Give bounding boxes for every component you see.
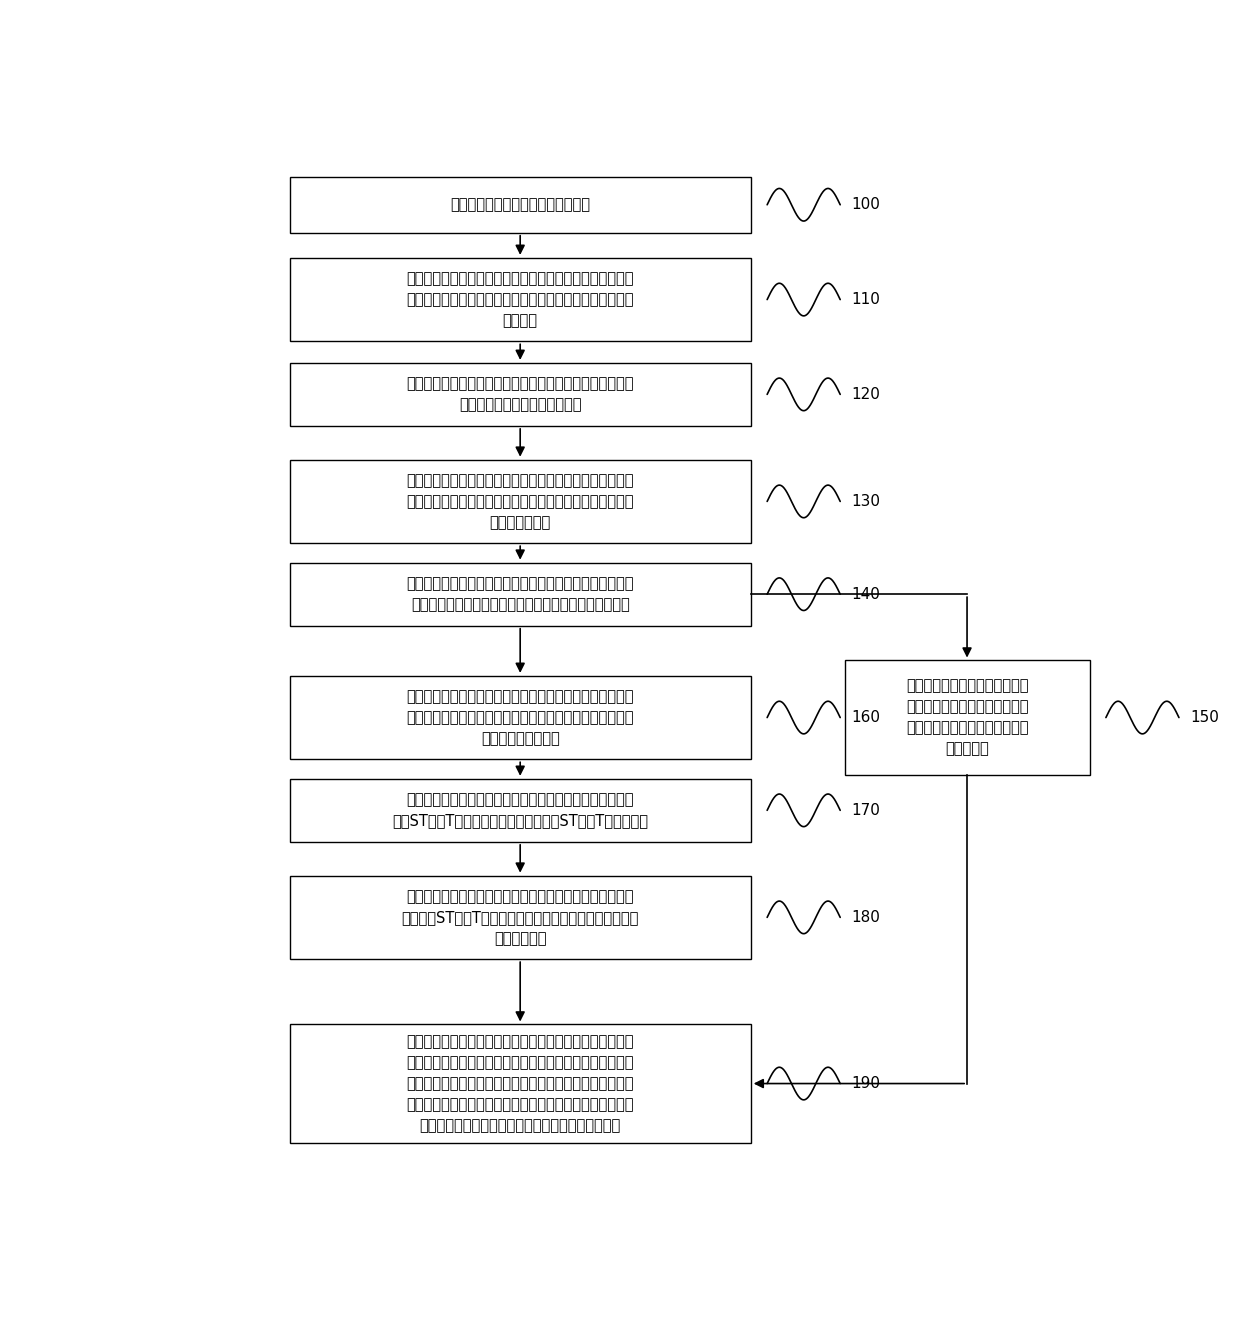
Bar xyxy=(290,1025,750,1143)
Text: 150: 150 xyxy=(1190,710,1219,726)
Text: 将一次分类信息结果中的特定心搏的心搏分析数据输入训练
好的ST段和T波改变模型进行识别，确定ST段和T波评价信息: 将一次分类信息结果中的特定心搏的心搏分析数据输入训练 好的ST段和T波改变模型进… xyxy=(392,792,649,829)
Text: 180: 180 xyxy=(852,910,880,925)
Bar xyxy=(290,176,750,233)
Text: 170: 170 xyxy=(852,802,880,818)
Text: 190: 190 xyxy=(852,1076,880,1091)
Text: 将心搏分类信息根据心电图基本规律参考数据生成心电图事
件数据；根据信号质量评价参数对心电图事件数据进行筛选
，得到相应的报告结论数据和报告表项数据；根据每种心电: 将心搏分类信息根据心电图基本规律参考数据生成心电图事 件数据；根据信号质量评价参… xyxy=(407,1034,634,1133)
Text: 对第一滤波处理后的心电图数据进行心搏检测处理，识别心
电图数据包括的多个心搏数据；: 对第一滤波处理后的心电图数据进行心搏检测处理，识别心 电图数据包括的多个心搏数据… xyxy=(407,376,634,412)
Text: 将心电图数据的数据格式经过重采样转换为预设标准数据格
式，并对转换后的预设标准数据格式的心电图数据进行第一
滤波处理: 将心电图数据的数据格式经过重采样转换为预设标准数据格 式，并对转换后的预设标准数… xyxy=(407,271,634,328)
Text: 接收心电监测设备输出的心电图数据: 接收心电监测设备输出的心电图数据 xyxy=(450,197,590,212)
Text: 根据心搏数据的导联参数和心搏数据，生成一个合并的心搏
时间序列数据，根据心搏时间序列数据生成心搏分析数据: 根据心搏数据的导联参数和心搏数据，生成一个合并的心搏 时间序列数据，根据心搏时间… xyxy=(407,576,634,612)
Bar xyxy=(290,779,750,842)
Text: 100: 100 xyxy=(852,197,880,212)
Bar xyxy=(844,661,1090,775)
Bar xyxy=(290,563,750,626)
Text: 根据训练得到的干扰识别二分类模型对心搏数据进行干扰识
别，得到心搏数据是否存在干扰噪音，以及用于判断干扰噪
音的一个概率值: 根据训练得到的干扰识别二分类模型对心搏数据进行干扰识 别，得到心搏数据是否存在干… xyxy=(407,473,634,530)
Text: 对心搏分析数据在一次分类信息下根据心电图基本规律参考
数据以及ST段和T波评价信息进行二次分类处理，最终得到
心搏分类信息: 对心搏分析数据在一次分类信息下根据心电图基本规律参考 数据以及ST段和T波评价信… xyxy=(402,888,639,945)
Bar xyxy=(290,459,750,543)
Bar xyxy=(290,875,750,959)
Text: 140: 140 xyxy=(852,587,880,601)
Text: 130: 130 xyxy=(852,494,880,508)
Bar xyxy=(290,363,750,426)
Text: 根据训练得到的心搏分类模型对心搏分析数据进行幅值和时
间表征数据的特征提取和分析，得到心搏分析数据中各心搏
数据的一次分类信息: 根据训练得到的心搏分类模型对心搏分析数据进行幅值和时 间表征数据的特征提取和分析… xyxy=(407,688,634,745)
Text: 120: 120 xyxy=(852,387,880,402)
Text: 110: 110 xyxy=(852,293,880,307)
Bar xyxy=(290,258,750,342)
Bar xyxy=(290,675,750,760)
Text: 对心搏分析数据进行信号质量分
析，评估心搏分析数据的信号质
量，得到心搏分析数据的信号质
量评价参数: 对心搏分析数据进行信号质量分 析，评估心搏分析数据的信号质 量，得到心搏分析数据… xyxy=(905,679,1028,756)
Text: 160: 160 xyxy=(852,710,880,726)
